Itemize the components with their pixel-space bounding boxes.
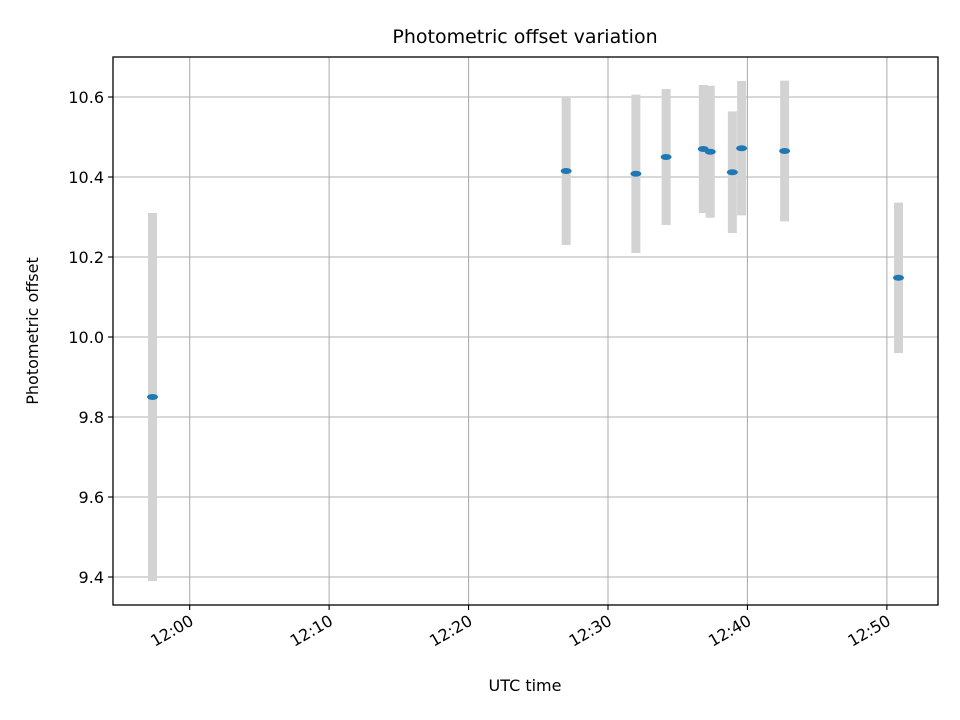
y-tick-label: 10.4 (68, 168, 104, 187)
chart-title: Photometric offset variation (392, 26, 657, 48)
data-point (704, 148, 716, 155)
y-tick-label: 9.6 (79, 488, 104, 507)
y-axis-label: Photometric offset (23, 257, 42, 405)
y-tick-label: 9.8 (79, 408, 104, 427)
data-point (660, 154, 672, 160)
data-point (892, 274, 904, 281)
y-tick-label: 9.4 (79, 568, 104, 587)
plot-frame (112, 56, 939, 606)
y-tick-label: 10.2 (68, 248, 104, 267)
grid (113, 57, 938, 605)
data-point (560, 168, 572, 174)
x-axis-label: UTC time (489, 676, 562, 695)
data-point (779, 148, 791, 154)
data-point (147, 394, 159, 400)
y-tick-label: 10.6 (68, 88, 104, 107)
data-point (726, 169, 738, 176)
y-tick-label: 10.0 (68, 328, 104, 347)
data-points (147, 145, 904, 400)
data-point (630, 170, 642, 177)
data-point (736, 145, 748, 152)
